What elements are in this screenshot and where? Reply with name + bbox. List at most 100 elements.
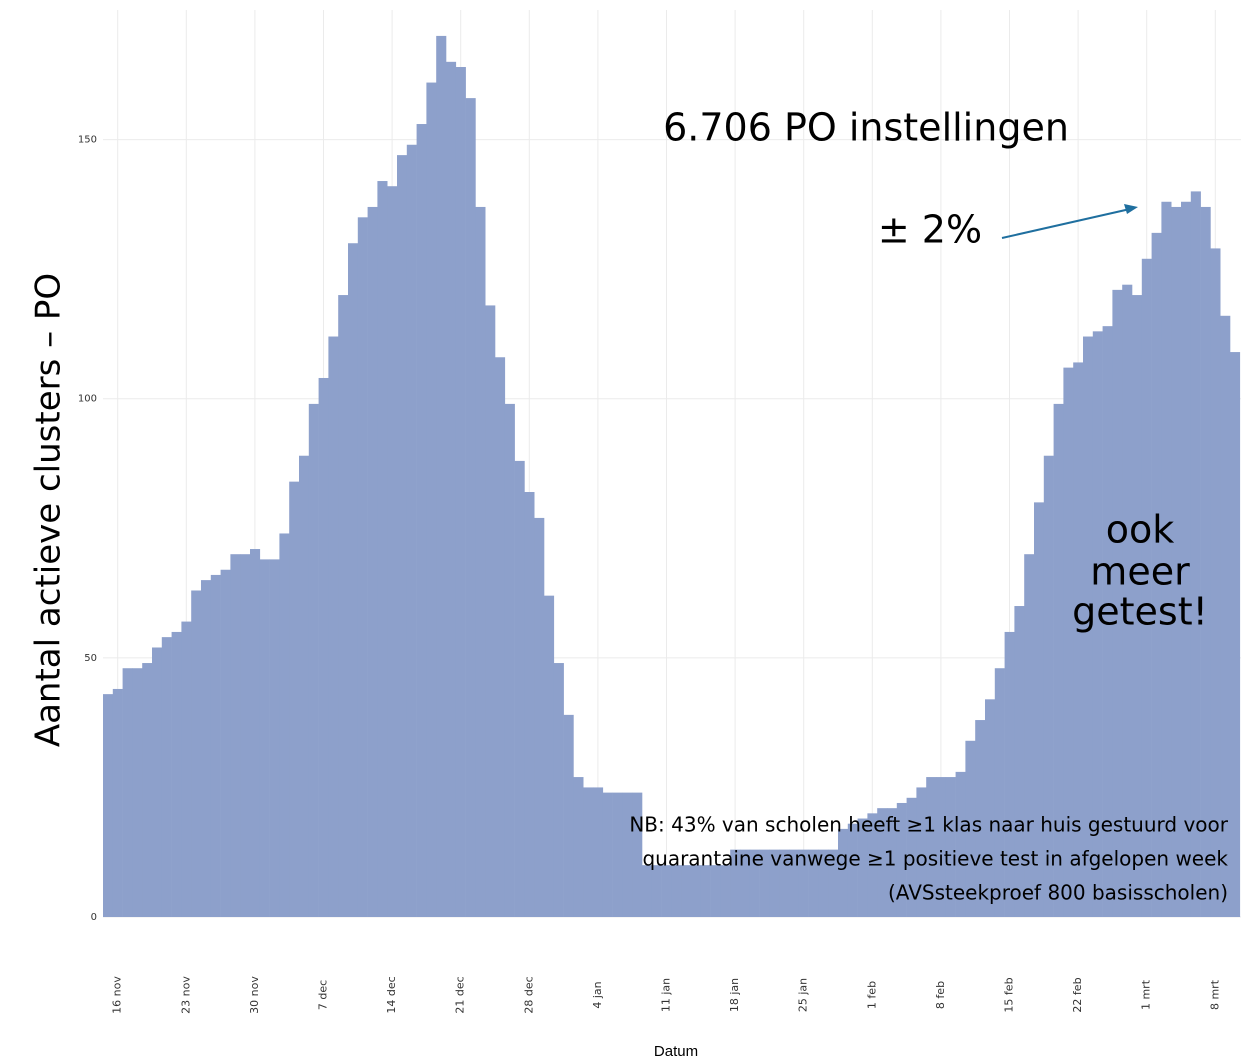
bar xyxy=(906,797,917,917)
bar xyxy=(828,849,839,917)
bar xyxy=(847,823,858,917)
bar xyxy=(661,865,672,917)
bar xyxy=(357,217,368,918)
y-tick-label: 50 xyxy=(84,653,97,664)
y-tick-label: 150 xyxy=(78,135,97,146)
bar xyxy=(426,82,437,917)
bar xyxy=(534,517,545,917)
x-tick-label: 21 dec xyxy=(454,976,467,1013)
bar xyxy=(622,792,633,917)
bar xyxy=(759,849,770,917)
bar xyxy=(985,699,996,917)
bar xyxy=(808,849,819,917)
bar xyxy=(632,792,643,917)
bar xyxy=(975,720,986,917)
note: quarantaine vanwege ≥1 positieve test in… xyxy=(642,847,1228,871)
bar xyxy=(1112,289,1123,918)
arrow-head xyxy=(1124,204,1138,214)
bar xyxy=(867,813,878,917)
bar xyxy=(700,865,711,917)
x-tick-label: 4 jan xyxy=(591,981,604,1008)
bar xyxy=(387,186,398,917)
bar xyxy=(651,865,662,917)
bar xyxy=(749,849,760,917)
bar xyxy=(1230,352,1241,917)
bar xyxy=(171,631,182,917)
bar xyxy=(1063,367,1074,917)
x-tick-label: 18 jan xyxy=(728,978,741,1012)
bar xyxy=(112,688,123,917)
bar xyxy=(769,849,780,917)
bar xyxy=(691,865,702,917)
bar xyxy=(1083,336,1094,917)
bar xyxy=(191,590,202,917)
x-tick-label: 30 nov xyxy=(248,976,261,1014)
annotation: getest! xyxy=(1072,590,1208,634)
annotation: 6.706 PO instellingen xyxy=(663,106,1069,150)
bar xyxy=(465,98,476,917)
bar xyxy=(671,865,682,917)
bar xyxy=(916,787,927,917)
y-axis-title: Aantal actieve clusters – PO xyxy=(29,273,69,747)
bar xyxy=(328,336,339,917)
annotation: meer xyxy=(1090,550,1190,594)
bar xyxy=(210,574,221,917)
bar xyxy=(377,181,388,917)
bar xyxy=(965,740,976,917)
bar xyxy=(1200,206,1211,917)
bar xyxy=(1024,554,1035,917)
note: (AVSsteekproef 800 basisscholen) xyxy=(888,881,1228,905)
bar xyxy=(945,777,956,917)
bar xyxy=(397,155,408,917)
x-tick-label: 1 feb xyxy=(865,981,878,1009)
bar xyxy=(338,295,349,917)
bar xyxy=(1190,191,1201,917)
note: NB: 43% van scholen heeft ≥1 klas naar h… xyxy=(629,813,1228,837)
bar xyxy=(348,243,359,917)
x-tick-label: 25 jan xyxy=(797,978,810,1012)
bar xyxy=(838,828,849,917)
bar xyxy=(1014,606,1025,917)
bar xyxy=(367,206,378,917)
bar xyxy=(181,621,192,917)
bar xyxy=(563,714,574,917)
bar xyxy=(152,647,163,917)
bar xyxy=(308,403,319,917)
bar xyxy=(857,818,868,917)
bar xyxy=(1181,201,1192,917)
bar xyxy=(132,668,143,917)
bar xyxy=(887,808,898,917)
bar xyxy=(279,533,290,917)
bar xyxy=(877,808,888,917)
bar xyxy=(740,849,751,917)
bar xyxy=(1043,455,1054,917)
bar xyxy=(642,865,653,917)
bar xyxy=(789,849,800,917)
arrow xyxy=(1001,208,1131,239)
bar xyxy=(544,595,555,917)
bar xyxy=(994,668,1005,917)
bar xyxy=(1132,295,1143,917)
bar xyxy=(1141,258,1152,918)
bar xyxy=(436,35,447,917)
bar xyxy=(602,792,613,917)
bar xyxy=(269,559,280,917)
bar xyxy=(583,787,594,917)
bar xyxy=(1053,403,1064,917)
x-tick-label: 15 feb xyxy=(1003,977,1016,1012)
bar xyxy=(230,554,241,917)
y-tick-label: 100 xyxy=(78,394,97,405)
bar xyxy=(103,694,114,917)
bar xyxy=(122,668,133,917)
bar xyxy=(240,554,251,917)
x-tick-label: 8 mrt xyxy=(1208,979,1221,1010)
bar xyxy=(1122,284,1133,918)
bar xyxy=(926,777,937,917)
bar xyxy=(406,144,417,918)
bar xyxy=(1073,362,1084,917)
bar xyxy=(485,305,496,917)
bar xyxy=(504,403,515,917)
x-tick-label: 8 feb xyxy=(934,981,947,1009)
bar xyxy=(161,637,172,917)
